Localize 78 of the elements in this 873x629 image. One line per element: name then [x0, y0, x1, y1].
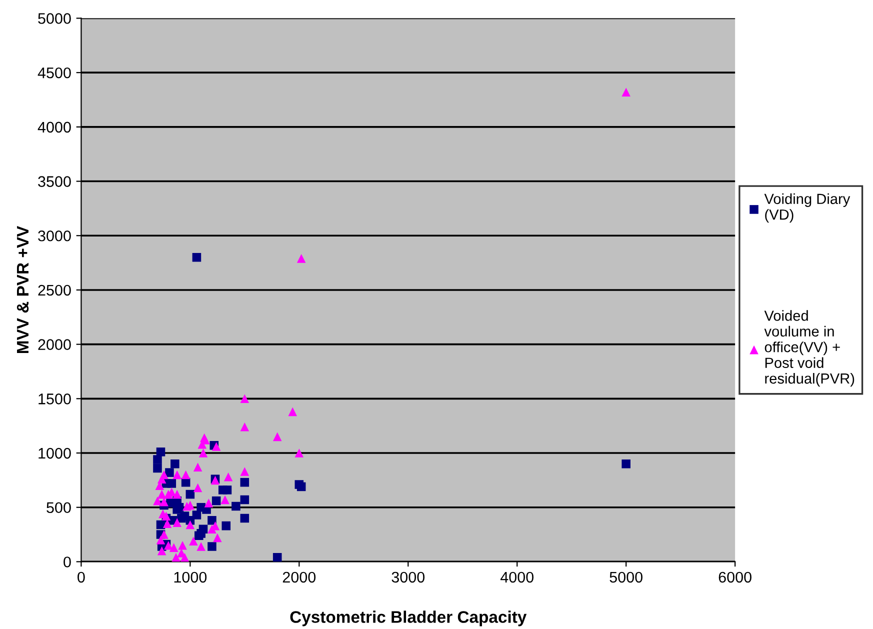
point [240, 514, 250, 523]
point [167, 479, 176, 488]
point [160, 498, 168, 506]
y-axis-title: MVV & PVR +VV [16, 226, 29, 353]
point [213, 533, 222, 542]
point [212, 496, 221, 506]
point [240, 478, 250, 487]
point [172, 470, 182, 480]
point [180, 552, 190, 562]
y-tick-label: 1000 [38, 448, 71, 459]
point [208, 524, 216, 534]
point [172, 490, 182, 499]
x-tick-label: 1000 [174, 572, 207, 583]
point [162, 512, 171, 520]
point [288, 407, 297, 416]
x-tick-label: 4000 [500, 572, 534, 583]
point [208, 516, 216, 525]
point [208, 542, 216, 551]
point [240, 495, 250, 504]
point [180, 512, 190, 520]
point [222, 521, 231, 530]
point [172, 518, 182, 527]
legend-label: Voiding Diary (VD) [764, 193, 850, 223]
point [186, 490, 195, 499]
point [232, 502, 240, 511]
y-tick-label: 2000 [38, 339, 71, 350]
point [189, 536, 198, 546]
point [165, 468, 174, 477]
point [240, 394, 250, 404]
point [178, 541, 187, 550]
point [153, 464, 162, 473]
point [220, 495, 230, 504]
point [240, 467, 250, 476]
point [240, 422, 250, 432]
point [192, 510, 202, 520]
point [272, 432, 282, 442]
point [204, 498, 214, 508]
x-tick-label: 5000 [610, 572, 642, 583]
y-tick-label: 4500 [38, 67, 71, 78]
point [198, 448, 208, 458]
point [622, 459, 630, 468]
point [224, 472, 233, 482]
point [153, 496, 162, 506]
y-tick-label: 0 [64, 556, 71, 568]
point [622, 88, 630, 97]
point [186, 520, 195, 530]
x-tick-label: 6000 [718, 572, 752, 583]
point [172, 552, 180, 562]
point [169, 543, 178, 552]
point [170, 459, 180, 468]
y-tick-label: 500 [46, 502, 71, 514]
point [182, 502, 192, 511]
y-tick-label: 3500 [38, 176, 71, 187]
legend-label: Voided voulume in office(VV) + Post void residual(PVR) [764, 310, 854, 387]
point [157, 474, 166, 484]
y-tick-label: 4000 [38, 122, 71, 133]
y-tick-label: 5000 [38, 13, 71, 24]
point [296, 254, 306, 263]
point [192, 252, 202, 262]
x-tick-label: 0 [78, 572, 85, 583]
x-tick-label: 2000 [282, 572, 316, 583]
y-tick-label: 2500 [38, 284, 71, 296]
point [196, 542, 206, 551]
point [198, 524, 208, 534]
y-tick-label: 1500 [38, 394, 71, 404]
x-axis-title: Cystometric Bladder Capacity [290, 610, 527, 626]
point [294, 448, 304, 458]
point [222, 486, 232, 494]
point [174, 502, 184, 512]
point [193, 462, 202, 472]
point [272, 552, 282, 562]
y-tick-label: 3000 [38, 230, 71, 242]
point [296, 482, 306, 492]
point [181, 470, 190, 480]
x-tick-label: 3000 [392, 572, 425, 583]
point [193, 483, 202, 492]
point [156, 448, 166, 456]
point [157, 546, 166, 556]
